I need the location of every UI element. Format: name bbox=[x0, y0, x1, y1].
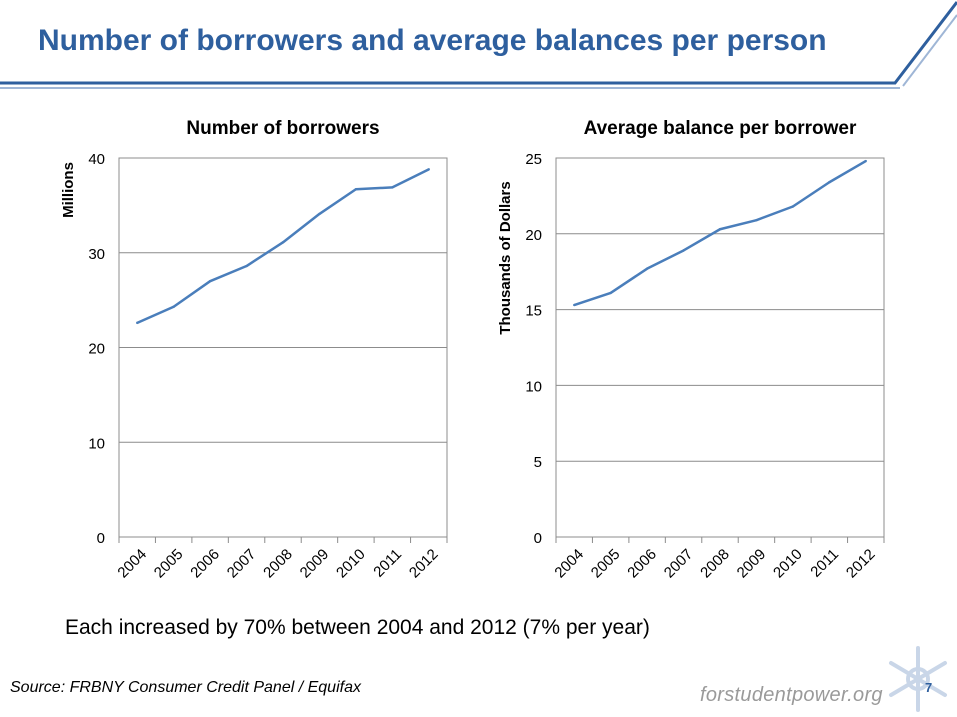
balance-xtick-label: 2005 bbox=[588, 546, 624, 582]
balance-xtick-label: 2011 bbox=[807, 546, 842, 581]
balance-xtick-label: 2009 bbox=[734, 546, 770, 582]
balance-y-axis-label: Thousands of Dollars bbox=[497, 181, 514, 334]
borrowers-data-point bbox=[172, 305, 175, 308]
balance-data-point bbox=[791, 205, 795, 208]
balance-series-line bbox=[573, 159, 867, 307]
balance-ytick-label: 20 bbox=[525, 227, 542, 244]
slide-title: Number of borrowers and average balances… bbox=[38, 24, 827, 57]
source-note: Source: FRBNY Consumer Credit Panel / Eq… bbox=[10, 679, 361, 696]
balance-data-point bbox=[864, 159, 867, 163]
balance-ytick-label: 25 bbox=[525, 151, 542, 168]
borrowers-ytick-label: 30 bbox=[88, 246, 105, 263]
borrowers-ytick-label: 10 bbox=[88, 435, 105, 452]
balance-xtick-label: 2010 bbox=[770, 546, 806, 582]
balance-xtick-label: 2012 bbox=[843, 546, 879, 582]
balance-data-point bbox=[645, 267, 649, 270]
balance-ytick-label: 5 bbox=[534, 454, 542, 471]
balance-plot-frame bbox=[555, 157, 885, 538]
balance-ytick-label: 10 bbox=[525, 378, 542, 395]
balance-ytick-label: 15 bbox=[525, 303, 542, 320]
snowflake-icon bbox=[889, 646, 947, 712]
summary-text: Each increased by 70% between 2004 and 2… bbox=[65, 616, 650, 639]
borrowers-data-point bbox=[427, 168, 430, 171]
borrowers-data-point bbox=[391, 186, 394, 189]
balance-xtick-label: 2006 bbox=[624, 546, 660, 582]
balance-data-point bbox=[828, 181, 831, 184]
borrowers-data-point bbox=[208, 279, 212, 283]
balance-xtick-label: 2008 bbox=[697, 546, 733, 582]
page-number: 7 bbox=[925, 680, 933, 695]
left-chart-title: Number of borrowers bbox=[186, 118, 380, 139]
brand-logo-text: forstudentpower.org bbox=[700, 684, 883, 706]
balance-data-point bbox=[682, 249, 685, 252]
borrowers-data-point bbox=[245, 264, 248, 268]
borrowers-ytick-label: 0 bbox=[97, 530, 105, 547]
balance-ytick-label: 0 bbox=[534, 530, 542, 547]
balance-data-point bbox=[718, 228, 722, 231]
borrowers-data-point bbox=[318, 212, 321, 216]
borrowers-ytick-label: 40 bbox=[88, 151, 105, 168]
balance-xtick-label: 2007 bbox=[661, 546, 697, 582]
borrowers-y-axis-label: Millions bbox=[60, 162, 77, 218]
balance-data-point bbox=[755, 218, 758, 222]
borrowers-plot-frame bbox=[118, 157, 448, 538]
borrowers-data-point bbox=[281, 241, 285, 244]
balance-data-point bbox=[573, 303, 576, 307]
right-chart-title: Average balance per borrower bbox=[583, 118, 857, 139]
borrowers-data-point bbox=[354, 188, 358, 191]
balance-xtick-label: 2004 bbox=[551, 546, 587, 582]
balance-data-point bbox=[609, 291, 612, 295]
header-band bbox=[0, 1, 957, 89]
borrowers-ytick-label: 20 bbox=[88, 341, 105, 358]
borrowers-data-point bbox=[136, 321, 139, 325]
